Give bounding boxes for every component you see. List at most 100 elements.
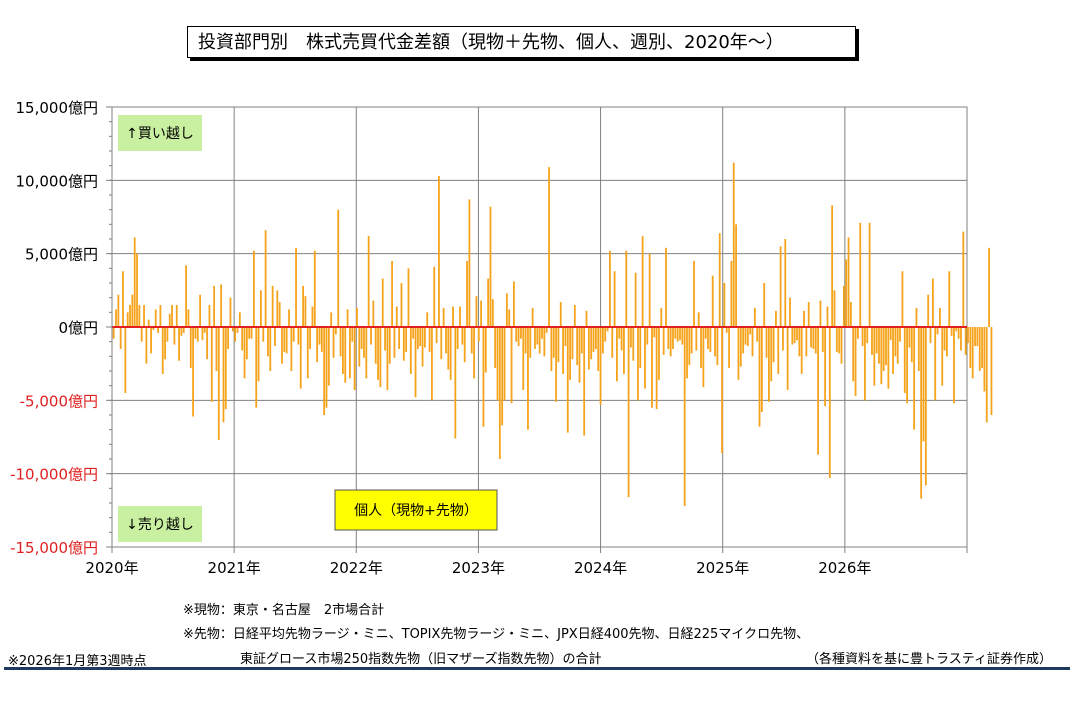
bar bbox=[381, 278, 384, 327]
bar bbox=[489, 206, 492, 327]
bar bbox=[384, 327, 386, 351]
bar bbox=[292, 327, 295, 342]
bar bbox=[868, 222, 871, 327]
bar bbox=[206, 327, 209, 360]
bar bbox=[653, 327, 656, 338]
bar bbox=[639, 327, 642, 369]
y-tick-label: -15,000億円 bbox=[10, 539, 98, 557]
bar bbox=[971, 327, 974, 379]
bar bbox=[800, 327, 803, 374]
bar bbox=[618, 327, 621, 339]
note-spot: ※現物：東京・名古屋 2市場合計 bbox=[183, 603, 385, 618]
bar bbox=[224, 327, 227, 410]
bar bbox=[353, 327, 356, 391]
bar bbox=[662, 327, 665, 355]
bar bbox=[573, 305, 576, 327]
bar bbox=[325, 327, 328, 408]
bar bbox=[288, 309, 290, 327]
bar bbox=[927, 294, 930, 327]
sell-label-text: ↓売り越し bbox=[126, 517, 194, 533]
bar bbox=[320, 327, 323, 352]
bar bbox=[721, 327, 723, 454]
bar bbox=[213, 285, 216, 327]
y-tick-label: -5,000億円 bbox=[20, 392, 98, 410]
bar bbox=[227, 327, 230, 349]
bar bbox=[753, 307, 756, 327]
bar bbox=[739, 327, 742, 367]
bar bbox=[583, 327, 586, 436]
bar bbox=[316, 327, 319, 363]
bar bbox=[674, 327, 677, 339]
bar bbox=[117, 294, 120, 327]
bar bbox=[452, 306, 454, 327]
bar bbox=[281, 327, 283, 364]
bar bbox=[686, 327, 688, 379]
bar bbox=[536, 327, 539, 345]
bar bbox=[950, 327, 953, 336]
bar bbox=[505, 293, 508, 327]
bar bbox=[700, 327, 702, 369]
bar bbox=[372, 300, 375, 327]
bar bbox=[859, 222, 862, 327]
bar bbox=[634, 272, 637, 327]
bar bbox=[737, 327, 740, 380]
bar bbox=[238, 312, 241, 327]
bar bbox=[803, 310, 805, 327]
bar bbox=[217, 327, 220, 440]
bar bbox=[690, 327, 693, 354]
x-tick-label: 2021年 bbox=[208, 559, 261, 577]
series-label-bg bbox=[334, 489, 498, 531]
bar bbox=[630, 327, 632, 348]
bar bbox=[543, 327, 546, 357]
bar bbox=[283, 327, 286, 352]
bar bbox=[440, 327, 443, 360]
bar bbox=[878, 327, 880, 364]
x-tick-label: 2020年 bbox=[85, 559, 138, 577]
bar bbox=[477, 327, 480, 342]
bar bbox=[936, 327, 939, 335]
bar bbox=[845, 259, 848, 327]
bar bbox=[742, 327, 745, 354]
bar bbox=[243, 327, 246, 379]
bar bbox=[697, 312, 700, 327]
bar bbox=[531, 307, 534, 327]
bar bbox=[454, 327, 457, 439]
bar bbox=[793, 327, 796, 344]
bar bbox=[513, 281, 515, 327]
bar bbox=[587, 327, 590, 370]
bar bbox=[466, 261, 468, 327]
bar bbox=[344, 327, 347, 383]
bar bbox=[672, 327, 674, 349]
bar bbox=[604, 327, 607, 342]
bar bbox=[962, 231, 965, 327]
bar bbox=[346, 309, 349, 327]
bar bbox=[367, 236, 370, 327]
bar bbox=[496, 327, 499, 401]
bar bbox=[789, 297, 791, 327]
bar bbox=[683, 327, 686, 506]
bar bbox=[637, 327, 639, 401]
bar bbox=[337, 209, 340, 327]
y-tick-label: 10,000億円 bbox=[16, 172, 99, 190]
bar bbox=[339, 327, 342, 357]
bar bbox=[115, 309, 117, 327]
bar bbox=[363, 327, 365, 358]
bar bbox=[431, 327, 433, 401]
bar bbox=[782, 327, 784, 351]
series-label: 個人（現物+先物） bbox=[334, 489, 498, 531]
bar bbox=[400, 283, 403, 327]
bar bbox=[967, 327, 969, 344]
bar bbox=[306, 327, 309, 379]
bar bbox=[732, 162, 735, 327]
bar bbox=[351, 327, 354, 342]
bar bbox=[482, 327, 485, 427]
bar bbox=[152, 327, 155, 330]
x-tick-label: 2023年 bbox=[452, 559, 505, 577]
bar bbox=[838, 327, 841, 354]
bar bbox=[185, 265, 187, 327]
bar bbox=[304, 296, 307, 327]
bar bbox=[208, 305, 211, 327]
bar bbox=[475, 296, 478, 327]
bar bbox=[360, 327, 363, 349]
bar bbox=[646, 327, 649, 345]
